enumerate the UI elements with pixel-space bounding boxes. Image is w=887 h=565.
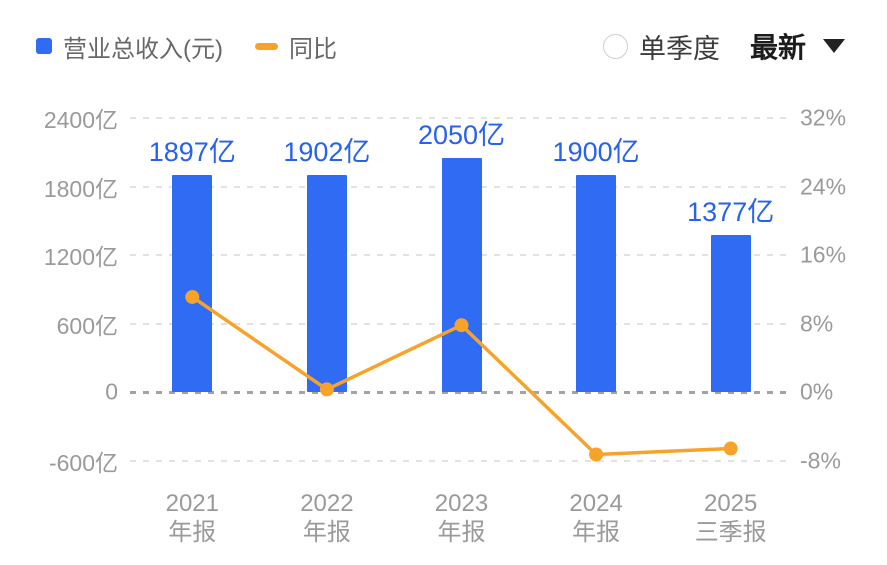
right-axis-tick: 16% (800, 241, 847, 268)
left-axis-tick: 600亿 (56, 312, 118, 339)
left-axis-tick: 2400亿 (43, 107, 118, 133)
revenue-bar[interactable] (441, 157, 482, 392)
revenue-bar-value-label: 2050亿 (417, 119, 506, 150)
x-axis-label: 2025 三季报 (694, 490, 767, 546)
right-axis-tick: 8% (800, 310, 834, 336)
chart-legend: 营业总收入(元) 同比 (36, 29, 337, 64)
revenue-bar-value-label: 1377亿 (687, 196, 775, 227)
yoy-point[interactable] (723, 441, 738, 456)
gridline (130, 459, 792, 462)
period-dropdown-value: 最新 (749, 32, 806, 63)
yoy-series-swatch-icon (254, 42, 278, 50)
left-axis-tick: 1200亿 (43, 244, 118, 270)
revenue-bar[interactable] (306, 174, 347, 392)
single-quarter-label: 单季度 (638, 33, 720, 64)
revenue-bar-value-label: 1900亿 (552, 137, 640, 168)
yoy-series-label: 同比 (288, 35, 337, 63)
right-axis-tick: 24% (800, 173, 847, 199)
gridline (130, 117, 792, 119)
chart-header: 营业总收入(元) 同比 单季度 最新 (36, 26, 845, 66)
revenue-bar-value-label: 1897亿 (148, 137, 236, 168)
revenue-bar[interactable] (576, 175, 617, 392)
x-axis-label: 2021 年报 (165, 490, 219, 546)
revenue-bar[interactable] (172, 175, 213, 392)
right-axis-tick: 32% (800, 104, 847, 131)
x-axis-label: 2022 年报 (300, 490, 354, 546)
period-dropdown[interactable]: 最新 (750, 26, 845, 66)
radio-unchecked-icon[interactable] (602, 33, 628, 59)
left-axis-tick: 1800亿 (43, 175, 118, 202)
chevron-down-icon (823, 39, 845, 53)
revenue-bar[interactable] (710, 234, 751, 392)
legend-item-yoy: 同比 (254, 29, 337, 64)
revenue-bar-value-label: 1902亿 (283, 136, 371, 167)
x-axis-label: 2024 年报 (569, 490, 623, 546)
revenue-series-label: 营业总收入(元) (63, 35, 223, 63)
right-axis-tick: 0% (800, 378, 834, 405)
right-axis-tick: -8% (800, 447, 841, 473)
revenue-series-swatch-icon (36, 38, 52, 54)
left-axis-tick: 0 (105, 378, 118, 405)
left-axis-tick: -600亿 (48, 449, 118, 476)
chart-controls: 单季度 最新 (602, 26, 845, 66)
legend-item-revenue: 营业总收入(元) (36, 29, 223, 64)
single-quarter-toggle[interactable]: 单季度 (602, 27, 720, 66)
x-axis-label: 2023 年报 (434, 490, 489, 546)
